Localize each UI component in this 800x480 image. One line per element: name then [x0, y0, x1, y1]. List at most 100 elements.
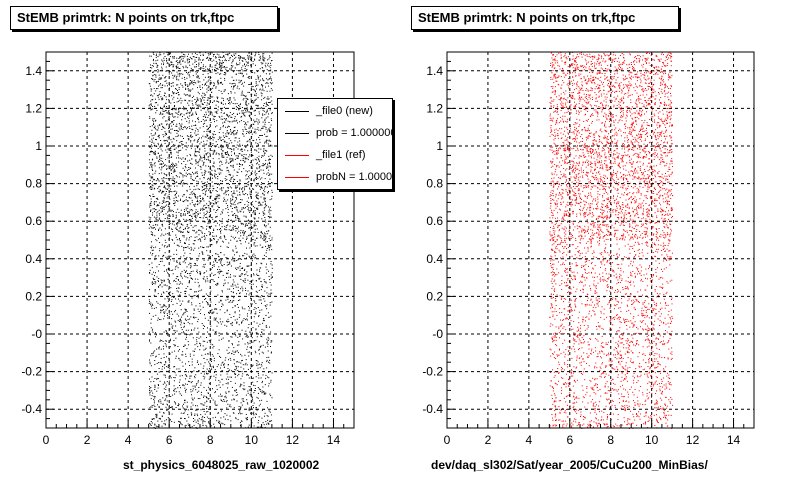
scatter-point: [221, 147, 223, 149]
scatter-point: [172, 113, 174, 115]
scatter-point: [218, 395, 220, 397]
scatter-point: [204, 97, 206, 98]
scatter-point: [201, 172, 203, 174]
scatter-point: [218, 276, 220, 278]
scatter-point: [199, 67, 201, 69]
scatter-point: [221, 110, 223, 112]
scatter-point: [230, 177, 232, 179]
scatter-point: [196, 155, 198, 157]
scatter-point: [149, 151, 151, 153]
scatter-point: [191, 413, 193, 415]
scatter-point: [185, 368, 186, 370]
scatter-point: [157, 69, 159, 71]
scatter-point: [164, 424, 166, 426]
scatter-point: [155, 139, 156, 140]
scatter-point: [160, 190, 161, 192]
scatter-point: [257, 123, 259, 125]
scatter-point: [211, 313, 213, 315]
scatter-point: [206, 186, 207, 188]
scatter-point: [151, 273, 153, 275]
scatter-point: [200, 372, 202, 374]
scatter-point: [189, 89, 191, 91]
scatter-point: [270, 140, 272, 142]
scatter-point: [271, 52, 273, 54]
scatter-point: [247, 290, 249, 292]
scatter-point: [204, 155, 205, 157]
scatter-point: [263, 151, 265, 153]
scatter-point: [159, 340, 161, 342]
scatter-point: [254, 257, 256, 259]
scatter-point: [256, 194, 258, 196]
scatter-point: [213, 230, 215, 231]
scatter-point: [240, 56, 242, 58]
scatter-point: [205, 107, 207, 108]
scatter-point: [152, 418, 154, 420]
scatter-point: [167, 308, 168, 310]
scatter-point: [189, 100, 191, 102]
scatter-point: [225, 60, 227, 62]
scatter-point: [221, 81, 222, 83]
scatter-point: [183, 107, 185, 109]
scatter-point: [156, 378, 158, 380]
scatter-point: [166, 313, 168, 315]
scatter-point: [206, 270, 208, 272]
scatter-point: [177, 135, 179, 137]
scatter-point: [219, 355, 220, 357]
scatter-point: [231, 177, 233, 178]
scatter-point: [172, 164, 173, 166]
scatter-point: [182, 59, 184, 61]
scatter-point: [263, 237, 265, 239]
scatter-point: [247, 313, 248, 315]
scatter-point: [150, 95, 152, 96]
scatter-point: [191, 361, 193, 363]
scatter-point: [260, 184, 262, 185]
scatter-point: [253, 274, 255, 276]
scatter-point: [223, 100, 224, 102]
scatter-point: [186, 420, 188, 422]
scatter-point: [175, 357, 177, 359]
scatter-point: [266, 357, 268, 358]
scatter-point: [180, 173, 182, 175]
scatter-point: [231, 142, 233, 144]
scatter-point: [202, 197, 204, 199]
scatter-point: [267, 62, 269, 64]
scatter-point: [173, 390, 175, 392]
scatter-point: [161, 244, 163, 246]
scatter-point: [157, 148, 159, 149]
scatter-point: [226, 325, 228, 327]
scatter-point: [201, 232, 203, 234]
scatter-point: [251, 337, 253, 339]
scatter-point: [268, 98, 270, 100]
scatter-point: [184, 54, 186, 56]
scatter-point: [155, 62, 157, 64]
scatter-point: [164, 205, 166, 207]
scatter-point: [250, 367, 251, 369]
scatter-point: [182, 314, 184, 316]
scatter-point: [223, 364, 224, 366]
scatter-point: [233, 363, 235, 365]
scatter-point: [198, 331, 200, 333]
scatter-point: [163, 62, 165, 64]
scatter-point: [197, 272, 198, 274]
scatter-point: [224, 282, 226, 284]
scatter-point: [207, 195, 209, 197]
scatter-point: [155, 272, 156, 274]
scatter-point: [170, 210, 172, 212]
scatter-point: [206, 337, 207, 338]
scatter-point: [170, 396, 172, 397]
scatter-point: [215, 104, 217, 106]
scatter-point: [157, 127, 159, 129]
scatter-point: [265, 236, 267, 238]
scatter-point: [211, 239, 213, 241]
scatter-point: [194, 350, 195, 352]
scatter-point: [254, 385, 256, 387]
scatter-point: [166, 182, 168, 184]
scatter-point: [150, 209, 152, 211]
scatter-point: [197, 381, 199, 383]
scatter-point: [263, 209, 265, 211]
scatter-point: [232, 88, 234, 90]
scatter-point: [247, 145, 249, 147]
scatter-point: [195, 71, 197, 73]
scatter-point: [229, 186, 231, 188]
scatter-point: [182, 405, 183, 407]
